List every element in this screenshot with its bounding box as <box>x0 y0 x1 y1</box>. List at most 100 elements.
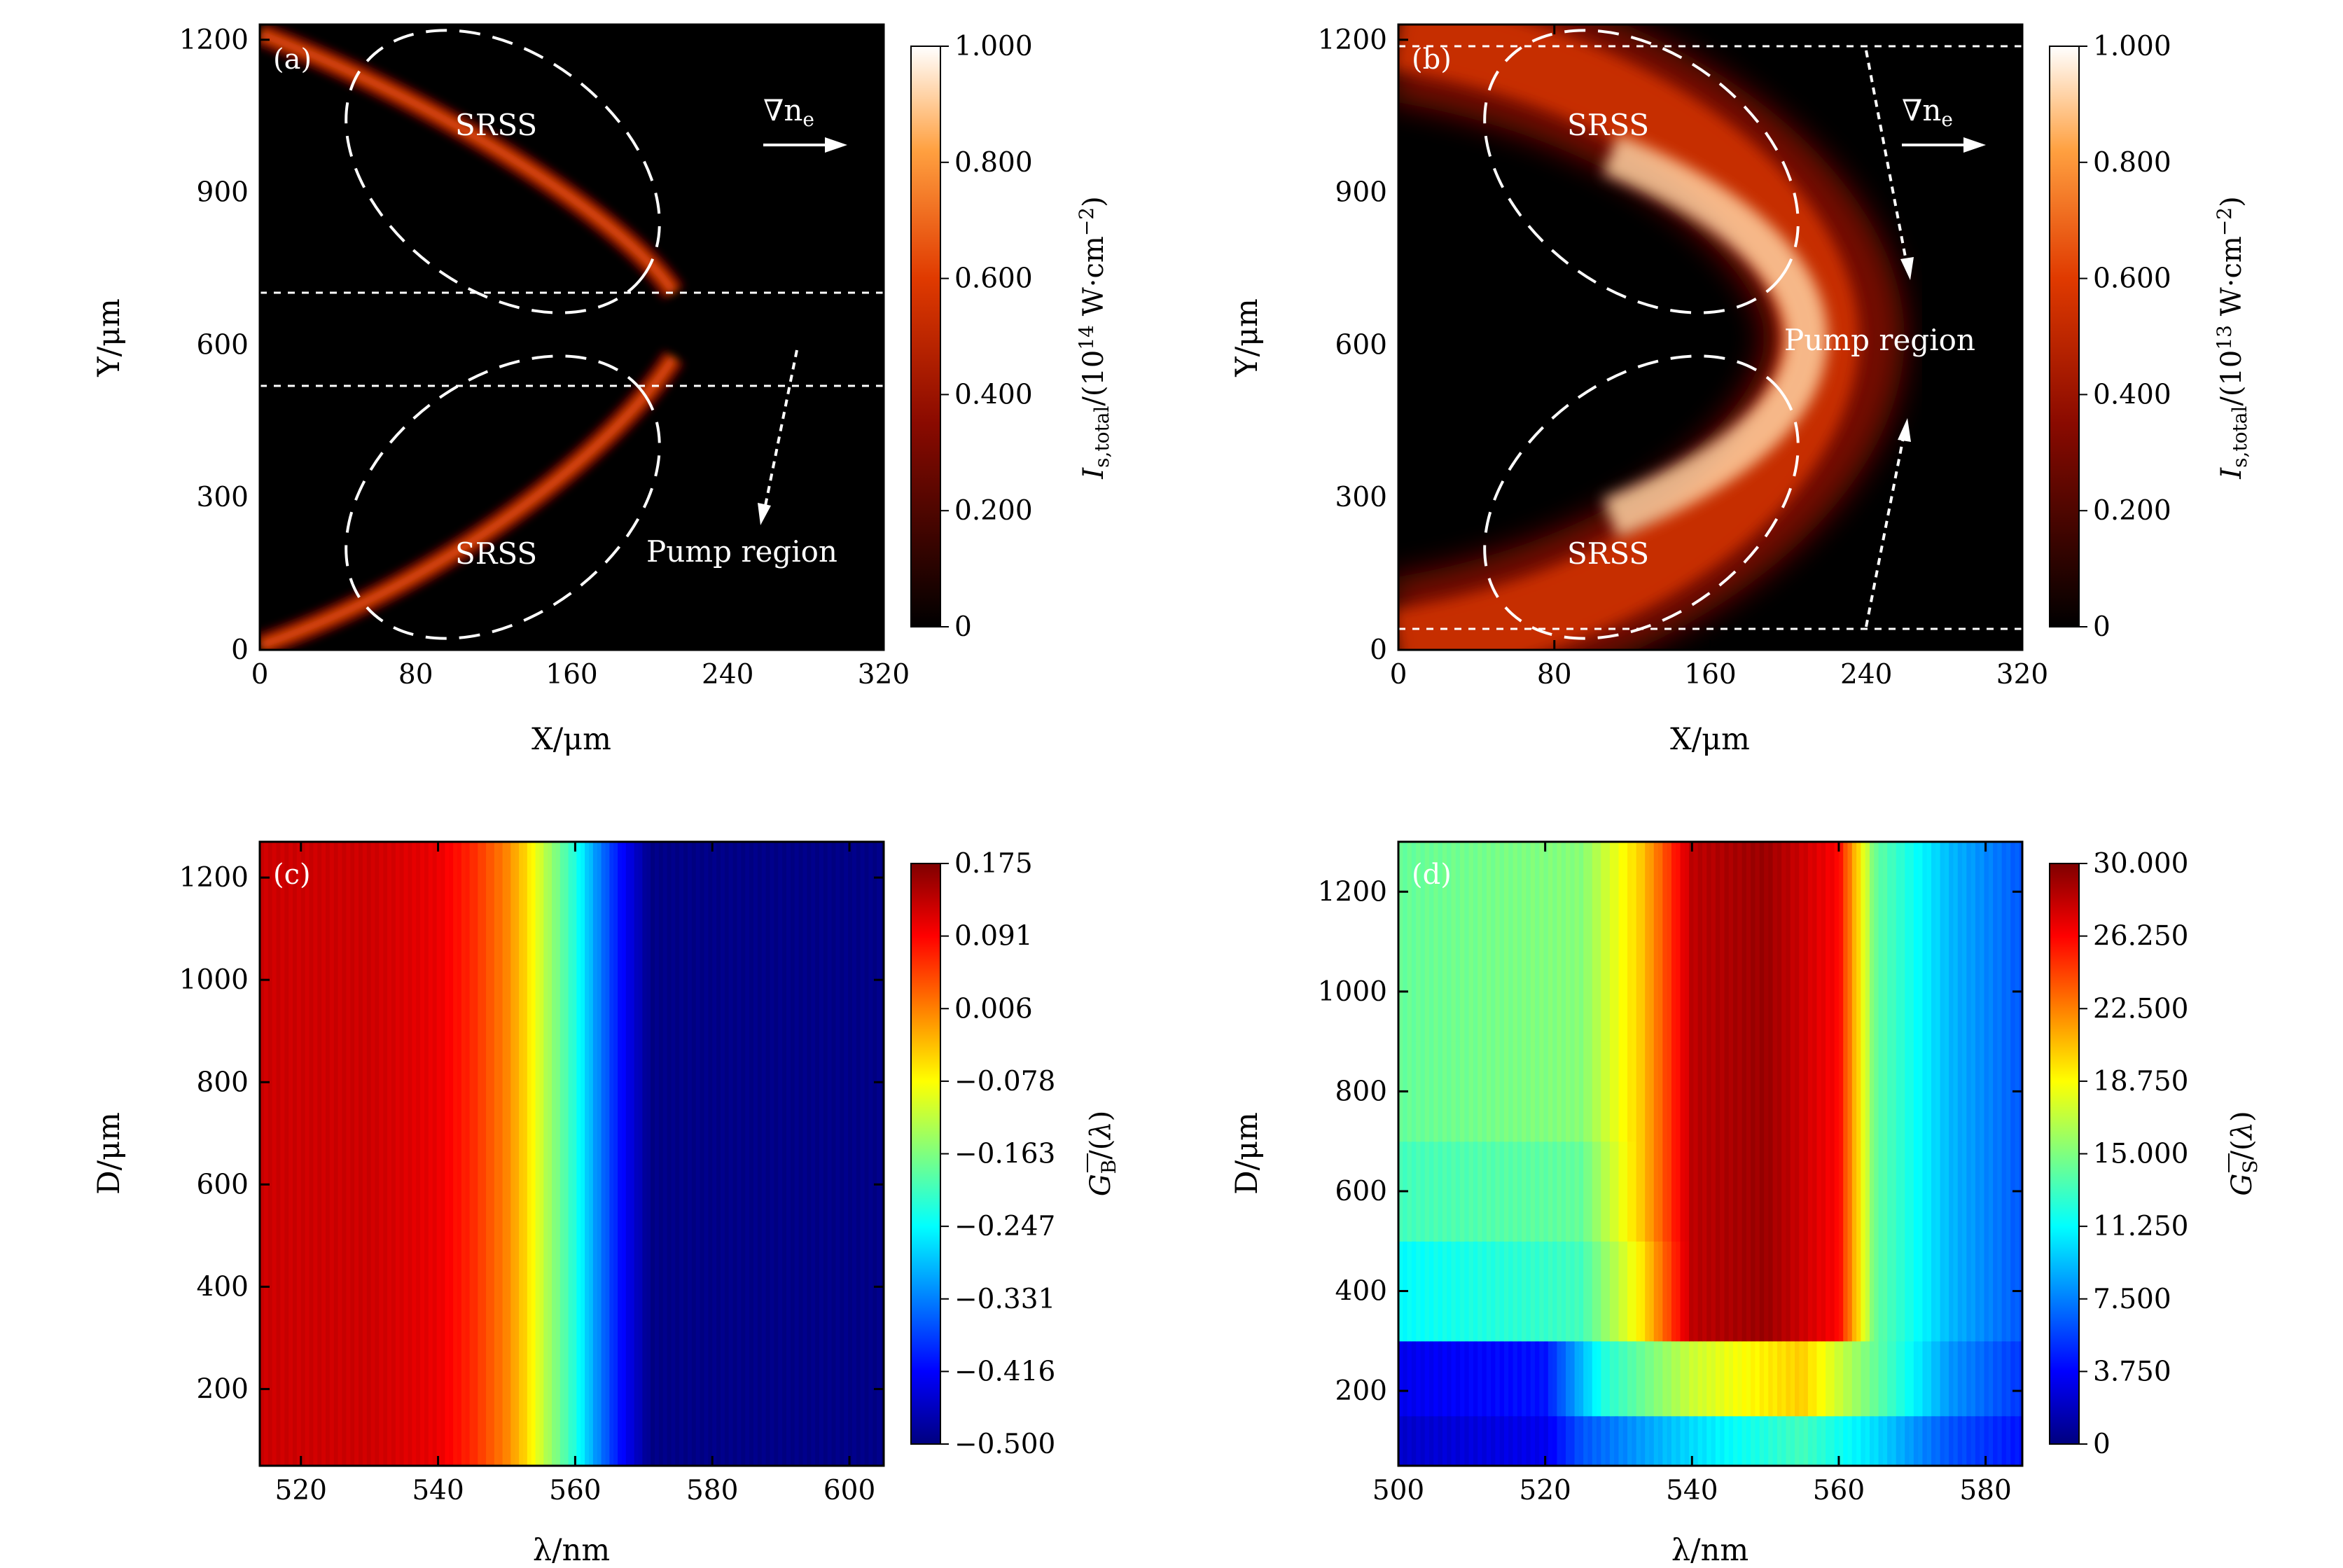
panel-d-heat-cell <box>1732 1041 1738 1142</box>
panel-d-heat-cell <box>1878 1041 1884 1142</box>
panel-d-heat-cell <box>1874 1340 1879 1417</box>
panel-a-heatmap <box>260 25 884 650</box>
panel-a-pump-region: Pump region <box>646 534 837 569</box>
panel-d-heat-cell <box>1834 1340 1840 1417</box>
panel-d-heat-cell <box>1534 1041 1540 1142</box>
panel-d-heat-cell <box>2015 1340 2020 1417</box>
panel-c-heat-column <box>338 842 343 1466</box>
panel-d-heat-cell <box>1737 1340 1743 1417</box>
panel-d-y-tick-label: 1200 <box>1318 876 1387 908</box>
panel-d-heat-cell <box>1909 1041 1914 1142</box>
panel-b-y-label: Y/μm <box>1230 298 1265 377</box>
panel-d-heat-cell <box>1478 1340 1483 1417</box>
panel-d-heat-cell <box>1424 1415 1430 1466</box>
panel-d-heat-cell <box>1812 1241 1818 1342</box>
panel-d-heat-cell <box>1988 842 1994 1042</box>
panel-d-heat-cell <box>1403 842 1408 1042</box>
panel-d-heat-cell <box>1891 842 1897 1042</box>
panel-d-heat-cell <box>1918 1415 1924 1466</box>
panel-d-heat-cell <box>1622 842 1628 1042</box>
panel-c-heat-column <box>592 842 598 1466</box>
panel-d-heat-cell <box>1517 1141 1522 1242</box>
panel-d-heat-cell <box>1821 1340 1826 1417</box>
panel-d-heat-cell <box>1416 1041 1421 1142</box>
panel-c-heat-column <box>305 842 310 1466</box>
panel-d-heat-cell <box>1759 1141 1765 1242</box>
panel-d-heat-cell <box>1949 1241 1954 1342</box>
panel-d-heat-cell <box>1720 1340 1725 1417</box>
panel-b: (b) SRSS SRSS ∇ne Pump region 0 80 160 240 3… <box>1230 23 2251 757</box>
panel-a-colorbar-tick-label: 0.200 <box>954 495 1033 527</box>
panel-d-heat-cell <box>1790 1041 1795 1142</box>
panel-d-heat-cell <box>1438 1041 1443 1142</box>
panel-d-heat-cell <box>1433 1415 1439 1466</box>
panel-d-y-tick-label: 600 <box>1335 1176 1387 1207</box>
panel-d-heat-cell <box>1429 1141 1434 1242</box>
panel-d-heat-cell <box>1821 1141 1826 1242</box>
panel-c-heat-column <box>342 842 347 1466</box>
panel-d-heat-cell <box>1517 1041 1522 1142</box>
panel-d-heat-cell <box>1940 842 1945 1042</box>
panel-d-colorbar-tick-label: 22.500 <box>2093 993 2188 1025</box>
panel-d-heat-cell <box>1464 842 1470 1042</box>
panel-d-heat-cell <box>1460 842 1465 1042</box>
panel-c-heat-column <box>753 842 758 1466</box>
panel-a-y-tick-label: 900 <box>197 177 249 209</box>
panel-c-heat-column <box>811 842 816 1466</box>
panel-d-heat-cell <box>1834 1041 1840 1142</box>
panel-d-heat-cell <box>1653 1415 1659 1466</box>
panel-d-heat-cell <box>1931 1415 1936 1466</box>
panel-d-heat-cell <box>1935 1340 1941 1417</box>
panel-d-heat-cell <box>1891 1241 1897 1342</box>
panel-d-heat-cell <box>1605 1041 1611 1142</box>
panel-d-heat-cell <box>1464 1241 1470 1342</box>
panel-d-heat-cell <box>1772 1141 1778 1242</box>
panel-d-heat-cell <box>1922 1041 1928 1142</box>
panel-d-heat-cell <box>1807 1241 1813 1342</box>
panel-d-heat-cell <box>1513 1340 1518 1417</box>
panel-d-heat-cell <box>1451 1141 1456 1242</box>
panel-d-heat-cell <box>1741 1241 1747 1342</box>
panel-d-heat-cell <box>1508 1241 1514 1342</box>
panel-c-colorbar-tick-label: −0.078 <box>954 1066 1055 1097</box>
panel-d-heat-cell <box>1993 1041 1998 1142</box>
panel-d-heat-cell <box>1460 1340 1465 1417</box>
panel-c-heat-column <box>683 842 688 1466</box>
panel-d-heat-cell <box>1751 1241 1756 1342</box>
panel-d-heat-cell <box>1473 1141 1478 1242</box>
panel-d-heat-cell <box>1578 1041 1584 1142</box>
panel-d-heat-cell <box>1777 1141 1782 1242</box>
panel-d-heat-cell <box>1970 1041 1976 1142</box>
panel-d-heat-cell <box>1851 1415 1857 1466</box>
panel-d-heat-cell <box>1746 1241 1751 1342</box>
panel-c-heat-column <box>618 842 623 1466</box>
panel-d-heat-cell <box>1720 1415 1725 1466</box>
panel-d-heat-cell <box>1697 1415 1703 1466</box>
panel-d-heat-cell <box>1460 1415 1465 1466</box>
panel-d-heat-cell <box>1442 1340 1447 1417</box>
panel-d-heat-cell <box>1957 1340 1963 1417</box>
panel-d-heat-cell <box>1539 1415 1545 1466</box>
panel-d-heat-cell <box>1618 1415 1624 1466</box>
panel-c-heat-column <box>687 842 693 1466</box>
panel-d-heat-cell <box>1522 1141 1527 1242</box>
panel-d-heat-cell <box>1966 842 1972 1042</box>
panel-d-heat-cell <box>1411 1340 1417 1417</box>
panel-d-heat-cell <box>2010 1340 2016 1417</box>
panel-d-heat-cell <box>1574 842 1580 1042</box>
panel-d-heat-cell <box>1764 1041 1769 1142</box>
panel-d-heat-cell <box>1861 1415 1866 1466</box>
panel-d-heat-cell <box>1869 1415 1875 1466</box>
panel-d-heat-cell <box>1684 1415 1690 1466</box>
panel-d-heat-cell <box>1851 842 1857 1042</box>
panel-d-heat-cell <box>1587 1340 1593 1417</box>
panel-d-heat-cell <box>1795 842 1800 1042</box>
panel-d-heat-cell <box>2019 1415 2022 1466</box>
panel-d-heat-cell <box>1627 1141 1632 1242</box>
panel-d-heat-cell <box>1856 1241 1861 1342</box>
panel-d-heat-cell <box>1636 1340 1641 1417</box>
panel-d-heat-cell <box>1913 1141 1919 1242</box>
panel-d-heat-cell <box>1552 1141 1558 1242</box>
panel-d-heat-cell <box>1407 1241 1412 1342</box>
panel-d-heat-cell <box>1944 1141 1949 1242</box>
